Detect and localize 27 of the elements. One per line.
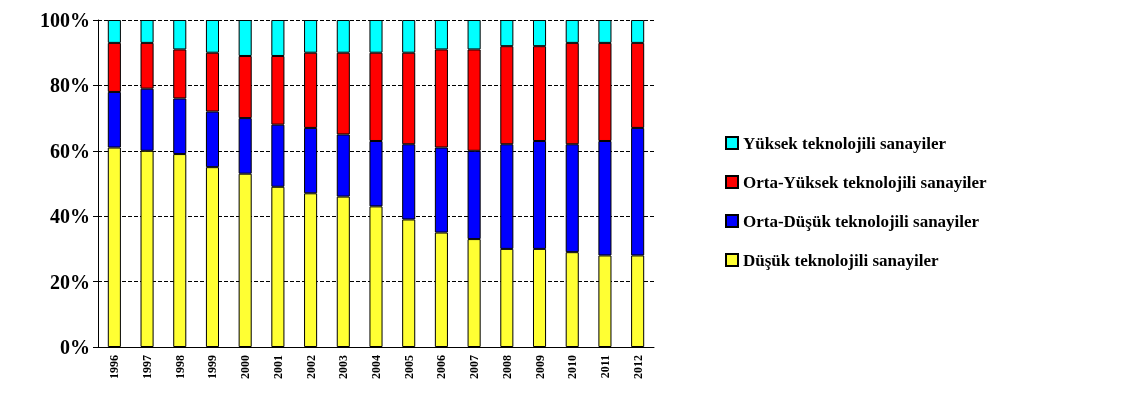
x-tick-label: 2006: [434, 355, 449, 379]
legend-label: Orta-Yüksek teknolojili sanayiler: [743, 172, 988, 192]
x-tick-label: 2004: [369, 355, 383, 379]
x-tick-label: 2009: [532, 355, 547, 379]
x-tick-label: 1996: [107, 355, 122, 379]
legend-label: Düşük teknolojili sanayiler: [743, 250, 939, 270]
x-tick-label: 1999: [205, 355, 220, 379]
x-tick-label: 1998: [172, 355, 187, 379]
y-tick-label: 0%: [60, 336, 90, 358]
y-tick-label: 20%: [50, 270, 90, 293]
x-tick-label: 2007: [467, 355, 482, 379]
x-tick-label: 2005: [401, 355, 416, 379]
x-tick-label: 2012: [630, 355, 645, 379]
x-tick-label: 2000: [238, 355, 253, 379]
y-tick-label: 40%: [50, 205, 90, 228]
x-tick-label: 1997: [140, 355, 155, 379]
legend-label: Yüksek teknolojili sanayiler: [743, 133, 947, 153]
x-tick-label: 2003: [336, 355, 351, 379]
x-tick-label: 2002: [303, 355, 318, 379]
x-tick-label: 2001: [270, 355, 285, 379]
x-tick-label: 2011: [597, 355, 612, 379]
x-tick-label: 2010: [565, 355, 580, 379]
y-tick-label: 100%: [40, 9, 90, 31]
legend-label: Orta-Düşük teknolojili sanayiler: [743, 211, 980, 231]
x-tick-label: 2008: [499, 355, 514, 379]
y-tick-label: 80%: [50, 74, 90, 97]
y-tick-label: 60%: [50, 139, 90, 162]
